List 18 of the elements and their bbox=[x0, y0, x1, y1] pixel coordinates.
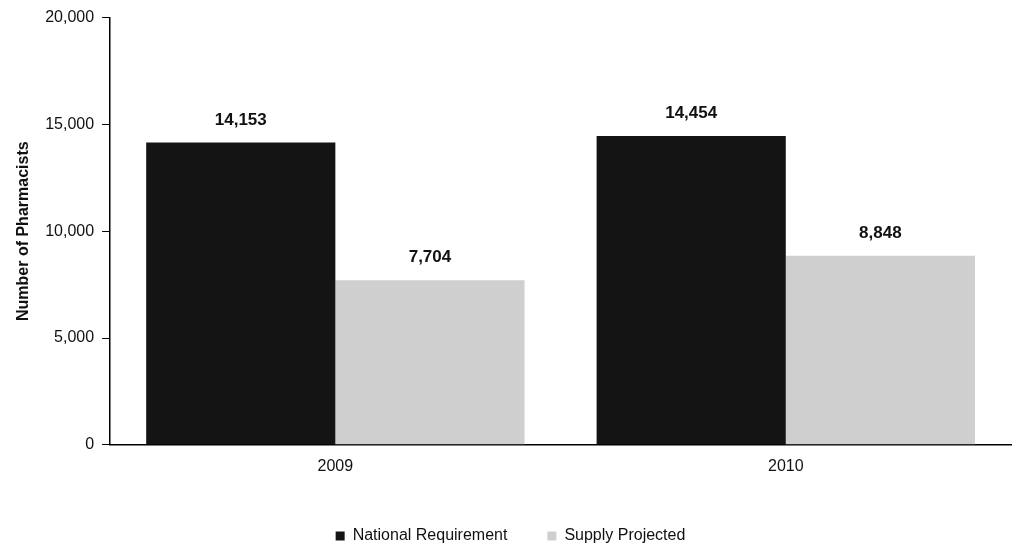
bar bbox=[146, 142, 336, 445]
data-label: 14,153 bbox=[214, 109, 267, 129]
bar bbox=[785, 255, 975, 445]
y-tick-label: 20,000 bbox=[45, 8, 95, 26]
x-tick-label: 2010 bbox=[767, 456, 804, 474]
y-tick-label: 10,000 bbox=[45, 221, 95, 239]
x-tick-label: 2009 bbox=[317, 456, 354, 474]
y-tick-label: 5,000 bbox=[54, 328, 95, 346]
legend-label: National Requirement bbox=[352, 526, 508, 544]
y-tick-label: 0 bbox=[85, 435, 95, 453]
bar bbox=[596, 136, 786, 445]
legend-label: Supply Projected bbox=[564, 526, 686, 544]
data-label: 7,704 bbox=[408, 247, 452, 267]
bar bbox=[335, 280, 525, 445]
data-label: 8,848 bbox=[859, 222, 902, 242]
y-axis-title: Number of Pharmacists bbox=[14, 141, 32, 321]
data-label: 14,454 bbox=[665, 103, 718, 123]
y-tick-label: 15,000 bbox=[45, 114, 95, 132]
